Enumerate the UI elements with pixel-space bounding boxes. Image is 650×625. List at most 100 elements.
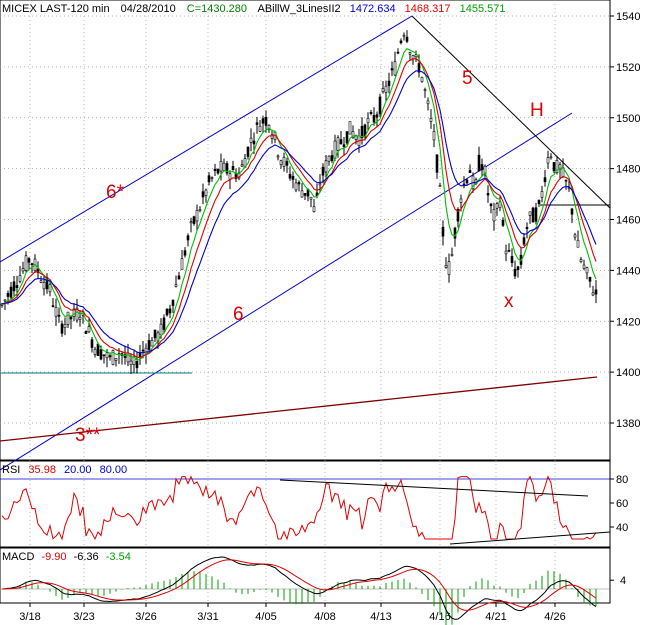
candle-body [585,267,589,274]
candle-body [231,166,235,171]
wave-label-x: x [504,291,514,312]
y-tick-label: 1400 [616,367,640,379]
candle-body [498,201,502,208]
candle-body [327,155,331,162]
y-tick-label: 1520 [616,62,640,74]
candle-body [297,182,301,185]
candle-body [564,179,568,182]
candle-body [468,170,472,174]
candle-body [552,162,556,172]
candle-body [66,311,70,325]
candle-body [201,191,205,198]
candle-body [396,51,400,54]
price-y-ticks: 1380 1400 1420 1440 1460 1480 1500 1520 1540 [610,11,640,430]
candle-body [153,329,157,339]
candle-body [129,360,133,366]
candle-body [420,77,424,82]
candle-body [93,348,97,355]
candle-body [456,209,460,222]
x-tick-label: 4/16 [429,611,450,623]
candle-body [183,250,187,256]
candle-body [504,250,508,255]
candle-body [36,268,40,273]
candle-body [15,285,19,289]
candle-body [279,160,283,165]
candle-body [171,299,175,306]
rsi-tick-label: 60 [616,498,628,510]
wave-label-6star: 6* [106,182,125,203]
macd-tick-label: 4 [620,575,626,587]
x-axis-ticks: 3/18 3/23 3/26 3/31 4/05 4/08 4/13 4/16 4/21 4/26 [19,603,566,623]
candle-body [345,131,349,144]
candle-body [393,61,397,76]
macd-y-ticks: 4 [610,575,626,587]
candle-body [300,190,304,198]
candle-body [486,193,490,196]
long-term-trend-line [0,376,598,442]
candle-body [219,161,223,172]
candle-body [432,131,436,141]
candle-body [531,207,535,223]
rsi-upper-trend [279,479,589,497]
chart-header: MICEX LAST-120 min 04/28/2010 C=1430.280… [2,3,506,15]
candle-body [372,115,376,123]
candle-body [255,122,259,125]
candle-body [447,261,451,275]
y-tick-label: 1460 [616,215,640,227]
candle-body [21,268,25,272]
candle-body [264,117,268,126]
candle-body [282,157,286,167]
candle-body [555,160,559,173]
candle-body [99,349,103,360]
rsi-lower-trend [449,531,611,545]
candle-body [417,63,421,73]
candle-body [195,210,199,222]
candle-body [174,284,178,287]
candle-body [57,314,61,317]
candle-body [312,206,316,212]
candle-body [579,259,583,262]
candle-body [510,256,514,263]
candle-body [369,112,373,114]
candle-body [12,281,16,292]
candle-body [225,163,229,174]
candle-body [258,125,262,132]
rsi-tick-label: 40 [616,522,628,534]
x-tick-label: 4/26 [544,611,565,623]
candle-body [204,189,208,196]
candle-body [366,117,370,124]
candle-body [222,162,226,171]
candle-body [576,239,580,248]
candle-body [375,114,379,118]
rsi-header: RSI 35.98 20.00 80.00 [2,464,127,476]
x-tick-label: 4/05 [255,611,276,623]
macd-lines [1,556,597,625]
candle-body [270,134,274,139]
candle-body [303,193,307,196]
candle-body [102,354,106,357]
candle-body [135,361,139,369]
rsi-y-ticks: 40 60 80 [610,474,628,534]
x-tick-label: 3/23 [73,611,94,623]
macd-signal-line [1,559,597,611]
candle-body [342,144,346,148]
candle-body [288,174,292,179]
candle-body [339,139,343,145]
candle-body [465,179,469,184]
candle-body [477,154,481,172]
candle-body [324,160,328,173]
candle-body [378,96,382,115]
x-tick-label: 4/13 [370,611,391,623]
rsi-tick-label: 80 [616,474,628,486]
candle-body [213,168,217,171]
wave-label-5: 5 [462,68,473,89]
candle-body [276,155,280,158]
candle-body [114,358,118,361]
candle-body [318,183,322,186]
candle-body [207,175,211,183]
candle-body [429,118,433,122]
candle-body [441,226,445,237]
wave-label-h: H [530,100,544,121]
candle-body [180,258,184,270]
